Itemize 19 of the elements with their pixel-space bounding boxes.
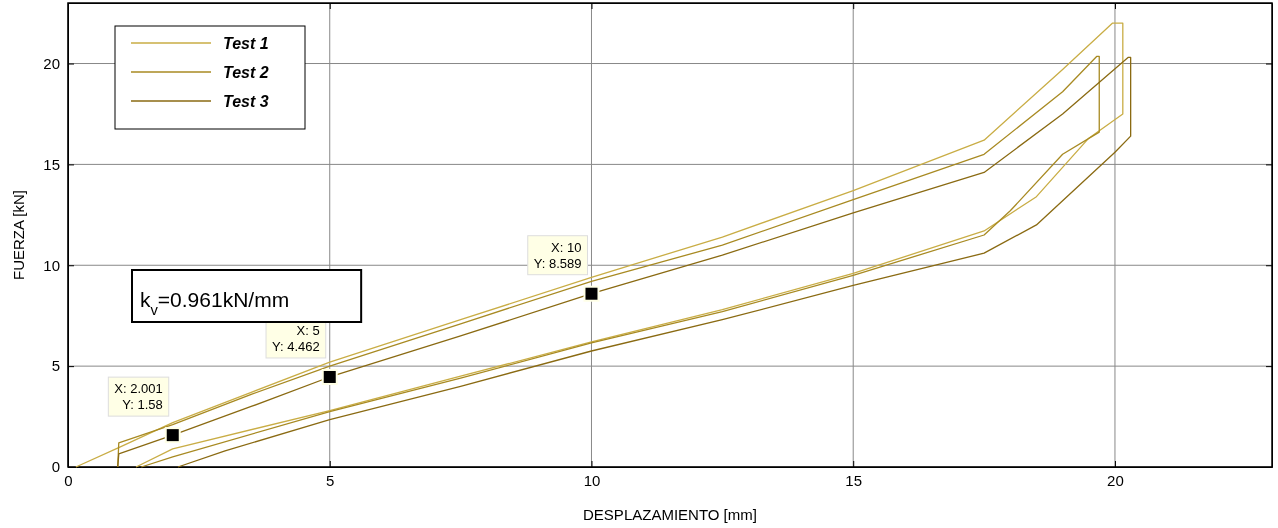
x-tick-label: 0 bbox=[64, 471, 73, 489]
legend-label: Test 3 bbox=[223, 93, 269, 110]
legend-label: Test 2 bbox=[223, 64, 269, 81]
x-axis-title: DESPLAZAMIENTO [mm] bbox=[583, 506, 757, 523]
x-tick-label: 15 bbox=[845, 471, 863, 489]
y-tick-label: 20 bbox=[43, 54, 60, 72]
y-tick-label: 10 bbox=[43, 256, 60, 274]
x-tick-label: 20 bbox=[1107, 471, 1124, 489]
y-axis-title: FUERZA [kN] bbox=[10, 189, 27, 281]
annotation: X: 5 Y: 4.462 bbox=[272, 322, 320, 354]
x-tick-label: 10 bbox=[583, 471, 601, 489]
y-tick-label: 5 bbox=[51, 357, 60, 375]
y-tick-label: 0 bbox=[51, 458, 60, 476]
annotation: X: 10 Y: 8.589 bbox=[533, 239, 582, 271]
x-tick-label: 5 bbox=[326, 471, 335, 489]
annotation: k$_{v}$=0.961kN/mm bbox=[140, 288, 290, 318]
legend-label: Test 1 bbox=[223, 35, 269, 52]
annotation: X: 2.001 Y: 1.58 bbox=[114, 381, 163, 413]
y-tick-label: 15 bbox=[43, 155, 60, 173]
